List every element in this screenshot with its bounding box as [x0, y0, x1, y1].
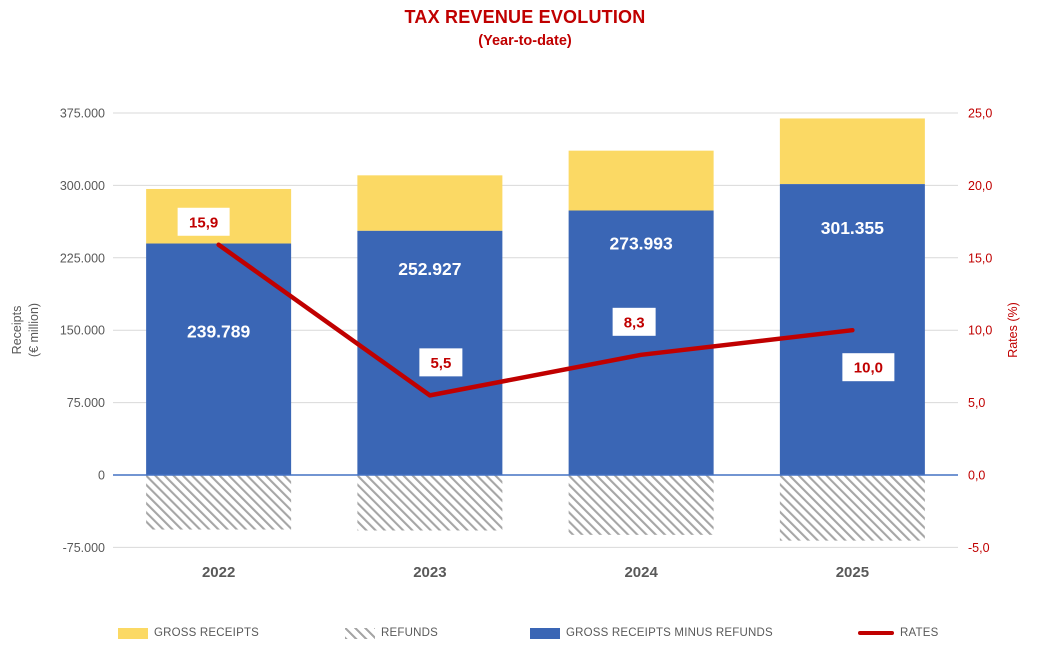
legend-item-gross-receipts: GROSS RECEIPTS — [118, 623, 259, 643]
svg-text:8,3: 8,3 — [624, 314, 645, 331]
svg-text:Rates (%): Rates (%) — [1006, 302, 1020, 358]
svg-text:2025: 2025 — [836, 564, 869, 581]
svg-text:10,0: 10,0 — [968, 324, 992, 338]
svg-text:2023: 2023 — [413, 564, 446, 581]
svg-text:5,5: 5,5 — [430, 355, 451, 372]
legend-label-net-receipts: GROSS RECEIPTS MINUS REFUNDS — [566, 627, 773, 639]
svg-text:25,0: 25,0 — [968, 107, 992, 121]
legend-label-gross-receipts: GROSS RECEIPTS — [154, 627, 260, 639]
chart-title: TAX REVENUE EVOLUTION — [404, 7, 646, 27]
bar-refunds-2023 — [357, 475, 503, 531]
legend-item-net-receipts: GROSS RECEIPTS MINUS REFUNDS — [530, 623, 773, 643]
svg-text:239.789: 239.789 — [187, 322, 251, 342]
bar-refunds-2022 — [146, 475, 292, 530]
rates-line-swatch-icon — [858, 630, 894, 636]
svg-text:0,0: 0,0 — [968, 469, 985, 483]
bar-refunds-2024 — [568, 475, 714, 535]
refunds-hatch-swatch-icon — [345, 627, 375, 639]
svg-text:Receipts: Receipts — [10, 306, 24, 355]
svg-text:15,0: 15,0 — [968, 251, 992, 265]
legend-label-rates: RATES — [900, 627, 939, 639]
net-receipts-swatch-icon — [530, 627, 560, 639]
rates-line — [216, 242, 855, 398]
svg-text:75.000: 75.000 — [67, 396, 105, 410]
svg-text:150.000: 150.000 — [60, 324, 105, 338]
right-axis-ticks: 25,0 20,0 15,0 10,0 5,0 0,0 -5,0 — [968, 107, 992, 555]
bar-net-2022 — [146, 243, 292, 475]
svg-text:300.000: 300.000 — [60, 179, 105, 193]
rate-labels: 15,9 5,5 8,3 10,0 — [177, 207, 895, 382]
bar-net-2024 — [568, 210, 714, 475]
svg-text:-75.000: -75.000 — [63, 541, 105, 555]
svg-text:2024: 2024 — [624, 564, 658, 581]
bar-gross-2025 — [779, 118, 925, 185]
bar-gross-2023 — [357, 175, 503, 231]
svg-text:225.000: 225.000 — [60, 251, 105, 265]
legend-item-refunds: REFUNDS — [345, 623, 438, 643]
bar-refunds-2025 — [779, 475, 925, 541]
gross-receipts-swatch-icon — [118, 627, 148, 639]
svg-text:10,0: 10,0 — [854, 360, 883, 377]
legend-label-refunds: REFUNDS — [381, 627, 438, 639]
svg-text:(€ million): (€ million) — [27, 303, 41, 357]
axis-titles: Receipts (€ million) Rates (%) — [10, 302, 1020, 358]
svg-text:301.355: 301.355 — [821, 218, 885, 238]
left-axis-ticks: 375.000 300.000 225.000 150.000 75.000 0 -75.0… — [60, 107, 105, 555]
svg-text:-5,0: -5,0 — [968, 541, 990, 555]
net-value-labels: 239.789 252.927 273.993 301.355 — [187, 218, 884, 341]
svg-text:5,0: 5,0 — [968, 396, 985, 410]
svg-text:375.000: 375.000 — [60, 107, 105, 121]
svg-text:252.927: 252.927 — [398, 259, 461, 279]
svg-text:273.993: 273.993 — [609, 234, 673, 254]
x-axis-labels: 2022 2023 2024 2025 — [202, 564, 869, 581]
svg-text:2022: 2022 — [202, 564, 235, 581]
chart-legend: GROSS RECEIPTS REFUNDS GROSS RECEIPTS MI… — [0, 623, 1050, 645]
svg-text:20,0: 20,0 — [968, 179, 992, 193]
svg-text:15,9: 15,9 — [189, 214, 218, 231]
legend-item-rates: RATES — [858, 623, 939, 643]
bars — [146, 118, 925, 541]
bar-gross-2024 — [568, 150, 714, 211]
svg-text:0: 0 — [98, 469, 105, 483]
chart-subtitle: (Year-to-date) — [478, 33, 572, 49]
